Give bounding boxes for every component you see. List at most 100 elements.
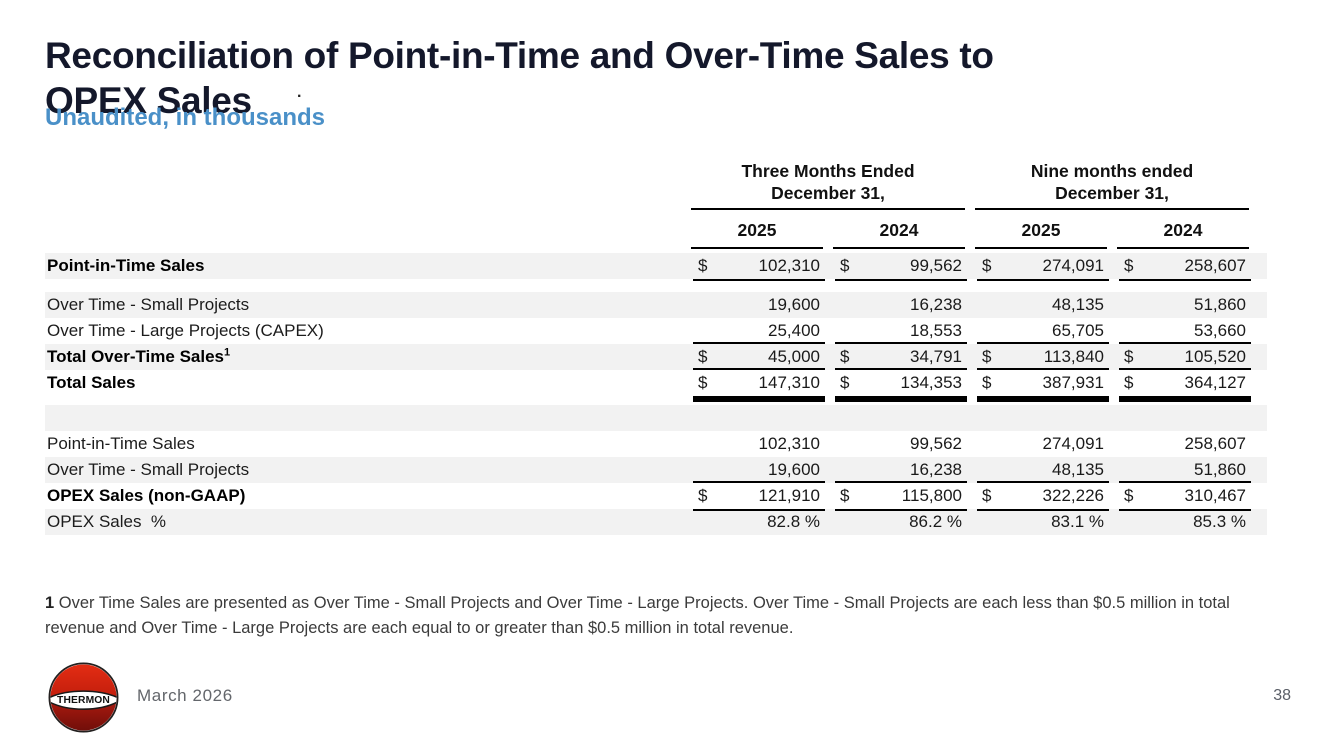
value-cell: 258,607 — [1119, 431, 1251, 457]
value: 99,562 — [910, 434, 962, 453]
value-cell — [1119, 405, 1251, 431]
row-label: Over Time - Large Projects (CAPEX) — [47, 321, 324, 340]
value: 258,607 — [1184, 434, 1246, 453]
value-cell: $34,791 — [835, 344, 967, 370]
value: 121,910 — [758, 486, 820, 505]
value: 322,226 — [1042, 486, 1104, 505]
value: 25,400 — [768, 321, 820, 340]
title-line-2: OPEX Sales — [45, 79, 252, 121]
year-header: 2025 — [975, 220, 1107, 249]
slide-subtitle: Unaudited, in thousands — [45, 104, 325, 131]
value: 99,562 — [910, 256, 962, 275]
value-cell: 51,860 — [1119, 457, 1251, 483]
value-cell: 65,705 — [977, 318, 1109, 344]
value: 105,520 — [1184, 347, 1246, 366]
value: 51,860 — [1194, 460, 1246, 479]
row-spacer — [45, 396, 1267, 405]
table-row: Over Time - Small Projects 19,600 16,238 48… — [45, 292, 1267, 318]
col-group-line1: Three Months Ended — [741, 161, 915, 181]
table-row: Over Time - Small Projects 19,600 16,238 48… — [45, 457, 1267, 483]
value-cell: 274,091 — [977, 431, 1109, 457]
value: 19,600 — [768, 295, 820, 314]
year-header: 2024 — [1117, 220, 1249, 249]
reconciliation-table: Three Months Ended December 31, Nine mon… — [45, 160, 1267, 535]
value: 53,660 — [1194, 321, 1246, 340]
value-cell: 83.1 % — [977, 509, 1109, 535]
value: 45,000 — [768, 347, 820, 366]
value-cell: $115,800 — [835, 483, 967, 509]
label-column-spacer — [45, 220, 691, 249]
value-cell: 25,400 — [693, 318, 825, 344]
logo-wordmark: THERMON — [57, 695, 110, 706]
dollar-sign: $ — [982, 373, 992, 392]
dollar-sign: $ — [840, 373, 850, 392]
value: 86.2 % — [909, 512, 962, 531]
value-cell: 51,860 — [1119, 292, 1251, 318]
value: 113,840 — [1043, 347, 1104, 366]
value-cell: $99,562 — [835, 253, 967, 279]
value: 83.1 % — [1051, 512, 1104, 531]
value: 274,091 — [1042, 434, 1104, 453]
value-cell: $258,607 — [1119, 253, 1251, 279]
value-cell: 18,553 — [835, 318, 967, 344]
table-row: Total Sales $147,310 $134,353 $387,931 $364,… — [45, 370, 1267, 396]
value-cell: $113,840 — [977, 344, 1109, 370]
value-cell — [693, 405, 825, 431]
row-label: Total Sales — [47, 373, 136, 392]
col-group-three-months: Three Months Ended December 31, — [691, 160, 965, 210]
footnote-text: Over Time Sales are presented as Over Ti… — [45, 594, 1230, 637]
dollar-sign: $ — [1124, 486, 1134, 505]
value-cell: 19,600 — [693, 457, 825, 483]
value: 364,127 — [1184, 373, 1246, 392]
value: 258,607 — [1184, 256, 1246, 275]
value: 82.8 % — [767, 512, 820, 531]
row-label: Point-in-Time Sales — [47, 256, 205, 275]
value-cell: 48,135 — [977, 292, 1109, 318]
value: 387,931 — [1042, 373, 1104, 392]
page-number: 38 — [1273, 687, 1291, 704]
value: 134,353 — [900, 373, 962, 392]
footnote: 1 Over Time Sales are presented as Over … — [45, 591, 1263, 641]
value-cell: 19,600 — [693, 292, 825, 318]
value-cell: $274,091 — [977, 253, 1109, 279]
value-cell: 53,660 — [1119, 318, 1251, 344]
table-row-blank — [45, 405, 1267, 431]
value: 274,091 — [1042, 256, 1104, 275]
dollar-sign: $ — [1124, 373, 1134, 392]
value-cell: 82.8 % — [693, 509, 825, 535]
col-group-line2: December 31, — [771, 183, 885, 203]
footnote-marker: 1 — [45, 594, 55, 612]
dollar-sign: $ — [698, 486, 708, 505]
value: 115,800 — [901, 486, 962, 505]
value: 19,600 — [768, 460, 820, 479]
value: 48,135 — [1052, 460, 1104, 479]
value-cell: 16,238 — [835, 292, 967, 318]
dollar-sign: $ — [698, 347, 708, 366]
dollar-sign: $ — [698, 256, 708, 275]
dollar-sign: $ — [840, 256, 850, 275]
table-row: OPEX Sales % 82.8 % 86.2 % 83.1 % 85.3 % — [45, 509, 1267, 535]
value: 65,705 — [1052, 321, 1104, 340]
year-header: 2025 — [691, 220, 823, 249]
value-cell — [835, 405, 967, 431]
dollar-sign: $ — [982, 347, 992, 366]
value-cell: $134,353 — [835, 370, 967, 396]
table-row: Point-in-Time Sales 102,310 99,562 274,091 2… — [45, 431, 1267, 457]
value-cell: $364,127 — [1119, 370, 1251, 396]
col-group-line2: December 31, — [1055, 183, 1169, 203]
value-cell: $102,310 — [693, 253, 825, 279]
value-cell: 102,310 — [693, 431, 825, 457]
dollar-sign: $ — [1124, 256, 1134, 275]
dollar-sign: $ — [982, 486, 992, 505]
value: 85.3 % — [1193, 512, 1246, 531]
dollar-sign: $ — [982, 256, 992, 275]
year-header-row: 2025 2024 2025 2024 — [45, 220, 1267, 249]
row-label: OPEX Sales (non-GAAP) — [47, 486, 246, 505]
table-row: Total Over-Time Sales1 $45,000 $34,791 $113… — [45, 344, 1267, 370]
value: 34,791 — [910, 347, 962, 366]
value: 102,310 — [758, 256, 820, 275]
year-header: 2024 — [833, 220, 965, 249]
value-cell: 86.2 % — [835, 509, 967, 535]
value: 16,238 — [910, 295, 962, 314]
column-group-header-row: Three Months Ended December 31, Nine mon… — [45, 160, 1267, 210]
